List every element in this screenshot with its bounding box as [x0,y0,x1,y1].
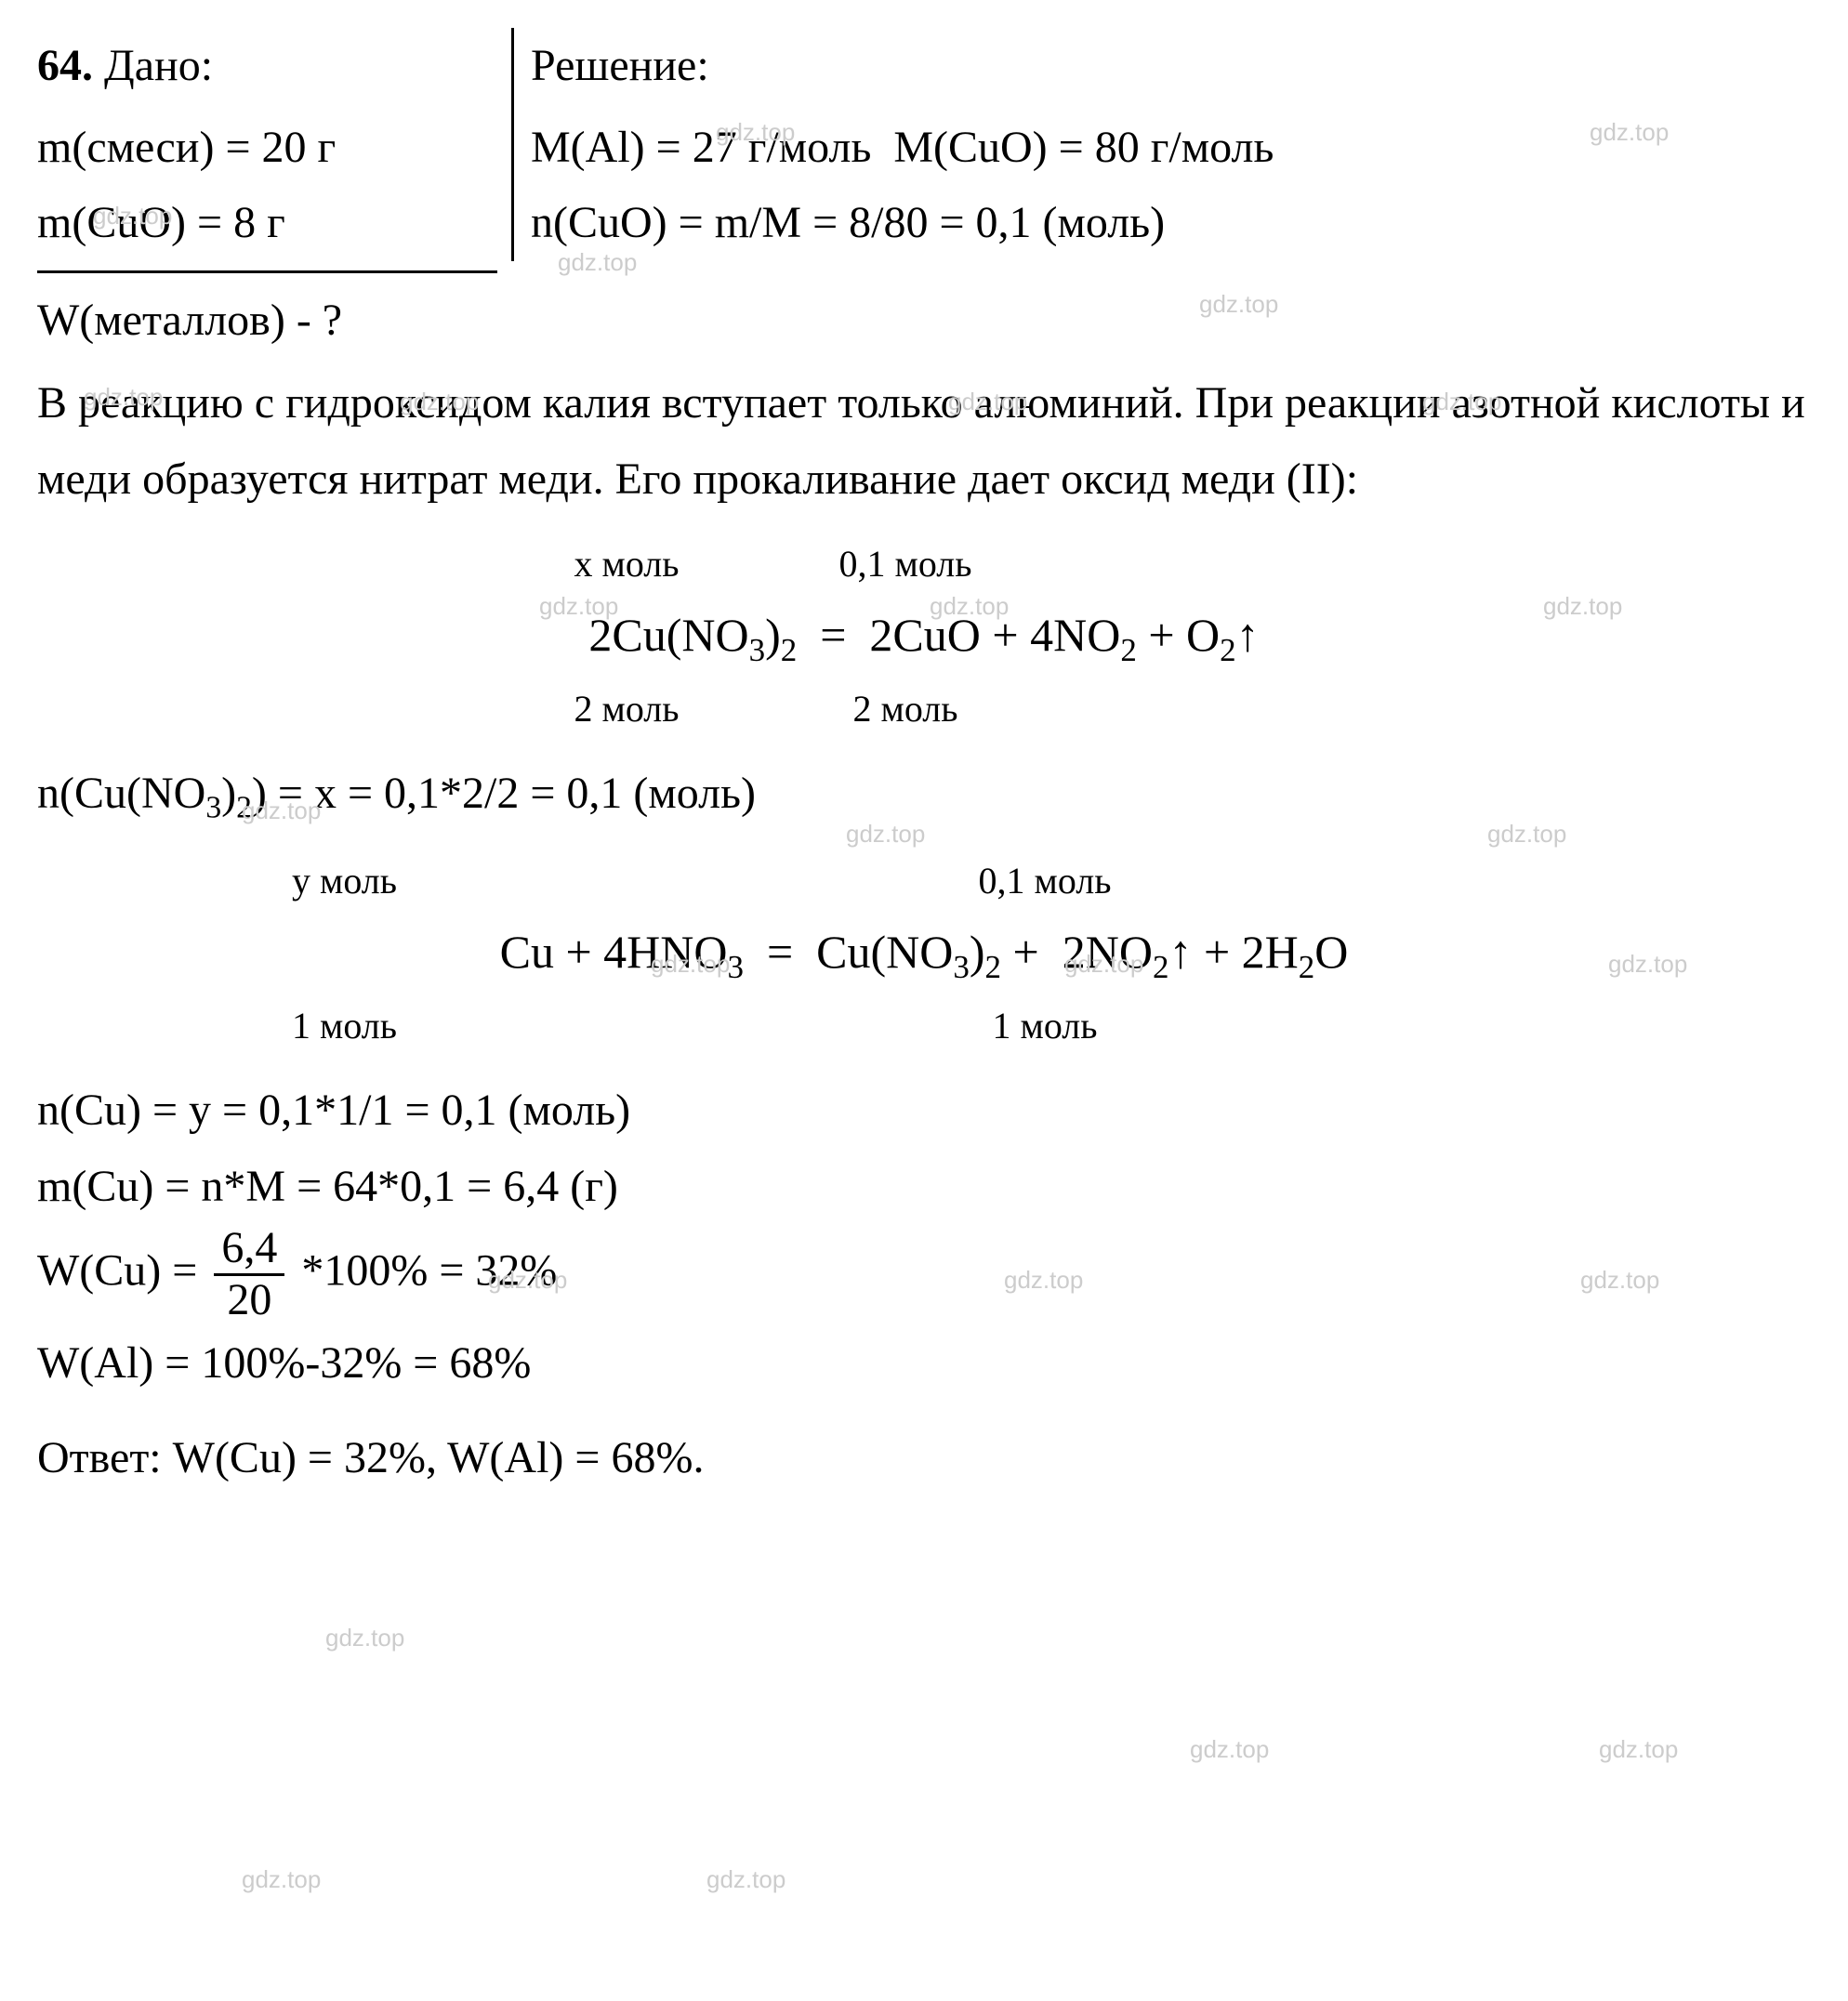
watermark: gdz.top [1190,1729,1269,1770]
equation-2-bottom-annotations: 1 моль 1 моль [37,994,1811,1058]
given-line-1-val: 20 г [262,123,337,172]
given-divider [37,270,497,273]
given-question: W(металлов) - ? [37,283,497,359]
given-column: 64. Дано: m(смеси) = 20 г m(CuO) = 8 г W… [37,28,511,358]
eq2-top-right: 0,1 моль [905,849,1184,913]
calc-w-cu: W(Cu) = 6,4 20 *100% = 32% [37,1224,1811,1325]
calc-w-cu-pre: W(Cu) = [37,1246,208,1296]
header-row: 64. Дано: m(смеси) = 20 г m(CuO) = 8 г W… [37,28,1811,358]
calc-m-cu: m(Cu) = n*M = 64*0,1 = 6,4 (г) [37,1149,1811,1225]
solution-molar-masses: M(Al) = 27 г/моль M(CuO) = 80 г/моль [531,110,1811,186]
answer-line: Ответ: W(Cu) = 32%, W(Al) = 68%. [37,1420,1811,1496]
fraction-numerator: 6,4 [214,1224,284,1276]
equation-1-bottom-annotations: 2 моль 2 моль [37,678,1811,741]
given-line-2-pre: m(CuO) = [37,198,233,247]
given-header: 64. Дано: [37,28,497,104]
given-line-2: m(CuO) = 8 г [37,185,497,261]
calc-n-cuno3: n(Cu(NO3)2) = x = 0,1*2/2 = 0,1 (моль) [37,756,1811,835]
eq2-bot-left: 1 моль [236,994,515,1058]
given-line-2-val: 8 г [233,198,285,247]
given-label: Дано: [104,41,213,90]
equation-2-formula: Cu + 4HNO3 = Cu(NO3)2 + 2NO2↑ + 2H2O [37,913,1811,995]
eq1-bot-left: 2 моль [469,678,785,741]
given-line-1: m(смеси) = 20 г [37,110,497,186]
equation-1: x моль 0,1 моль 2Cu(NO3)2 = 2CuO + 4NO2 … [37,533,1811,742]
answer-label: Ответ: [37,1433,162,1482]
equation-2-top-annotations: y моль 0,1 моль [37,849,1811,913]
calc-n-cu: n(Cu) = y = 0,1*1/1 = 0,1 (моль) [37,1073,1811,1149]
eq2-top-left: y моль [236,849,515,913]
watermark: gdz.top [706,1859,785,1900]
calc-w-cu-fraction: 6,4 20 [214,1224,284,1325]
explanation-paragraph: В реакцию с гидроксидом калия вступает т… [37,365,1811,517]
solution-label: Решение: [531,28,1811,104]
equation-1-formula: 2Cu(NO3)2 = 2CuO + 4NO2 + O2↑ [37,596,1811,678]
equation-2: y моль 0,1 моль Cu + 4HNO3 = Cu(NO3)2 + … [37,849,1811,1059]
eq2-bot-right: 1 моль [905,994,1184,1058]
answer-text: W(Cu) = 32%, W(Al) = 68%. [173,1433,705,1482]
problem-number: 64. [37,41,93,90]
eq1-top-right: 0,1 моль [785,533,1026,596]
watermark: gdz.top [242,1859,321,1900]
eq1-bot-right: 2 моль [785,678,1026,741]
molar-mass-cuo: M(CuO) = 80 г/моль [893,123,1274,172]
equation-1-top-annotations: x моль 0,1 моль [37,533,1811,596]
fraction-denominator: 20 [219,1276,279,1325]
molar-mass-al: M(Al) = 27 г/моль [531,123,871,172]
calc-w-al: W(Al) = 100%-32% = 68% [37,1325,1811,1402]
solution-column: Решение: M(Al) = 27 г/моль M(CuO) = 80 г… [511,28,1811,261]
eq1-top-left: x моль [469,533,785,596]
calc-w-cu-post: *100% = 32% [301,1246,557,1296]
page-root: gdz.topgdz.topgdz.topgdz.topgdz.topgdz.t… [0,0,1848,1551]
solution-n-cuo: n(CuO) = m/M = 8/80 = 0,1 (моль) [531,185,1811,261]
given-line-1-pre: m(смеси) = [37,123,262,172]
watermark: gdz.top [325,1617,404,1658]
watermark: gdz.top [1599,1729,1678,1770]
